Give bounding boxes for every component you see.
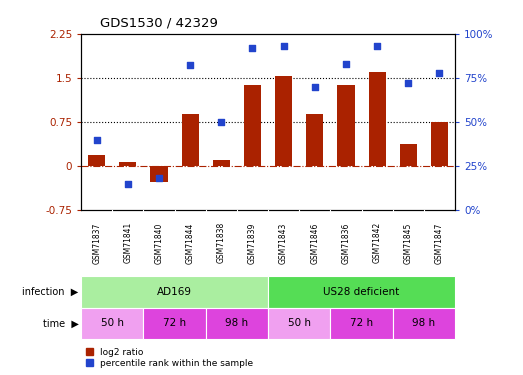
Point xyxy=(404,80,413,86)
Text: 72 h: 72 h xyxy=(163,318,186,328)
Bar xyxy=(143,308,206,339)
Text: 72 h: 72 h xyxy=(350,318,373,328)
Text: GSM71844: GSM71844 xyxy=(186,222,195,264)
Text: GSM71843: GSM71843 xyxy=(279,222,288,264)
Point xyxy=(217,119,225,125)
Text: time  ▶: time ▶ xyxy=(42,318,78,328)
Bar xyxy=(206,308,268,339)
Text: 98 h: 98 h xyxy=(225,318,248,328)
Bar xyxy=(400,144,417,166)
Bar xyxy=(431,122,448,166)
Bar xyxy=(244,85,261,166)
Text: GSM71836: GSM71836 xyxy=(342,222,350,264)
Legend: log2 ratio, percentile rank within the sample: log2 ratio, percentile rank within the s… xyxy=(86,348,253,368)
Bar xyxy=(337,85,355,166)
Text: GDS1530 / 42329: GDS1530 / 42329 xyxy=(100,17,218,30)
Bar xyxy=(393,308,455,339)
Point xyxy=(311,84,319,90)
Bar xyxy=(213,160,230,166)
Bar xyxy=(275,76,292,166)
Bar xyxy=(268,308,331,339)
Text: GSM71841: GSM71841 xyxy=(123,222,132,263)
Point xyxy=(186,63,195,69)
Point xyxy=(123,181,132,187)
Bar xyxy=(81,308,143,339)
Bar xyxy=(369,72,385,166)
Text: 50 h: 50 h xyxy=(101,318,124,328)
Bar xyxy=(331,308,393,339)
Text: GSM71846: GSM71846 xyxy=(310,222,319,264)
Bar xyxy=(306,114,323,166)
Text: 98 h: 98 h xyxy=(412,318,436,328)
Text: GSM71838: GSM71838 xyxy=(217,222,226,263)
Point xyxy=(279,43,288,49)
Text: GSM71847: GSM71847 xyxy=(435,222,444,264)
Text: US28 deficient: US28 deficient xyxy=(323,286,400,297)
Text: 50 h: 50 h xyxy=(288,318,311,328)
Bar xyxy=(88,155,105,166)
Text: GSM71839: GSM71839 xyxy=(248,222,257,264)
Point xyxy=(435,69,444,75)
Bar xyxy=(181,114,199,166)
Bar xyxy=(268,276,455,308)
Point xyxy=(155,175,163,181)
Point xyxy=(93,136,101,142)
Bar xyxy=(81,276,268,308)
Text: GSM71840: GSM71840 xyxy=(154,222,164,264)
Bar xyxy=(151,166,167,182)
Text: GSM71842: GSM71842 xyxy=(372,222,382,263)
Text: GSM71845: GSM71845 xyxy=(404,222,413,264)
Point xyxy=(248,45,257,51)
Point xyxy=(373,43,381,49)
Point xyxy=(342,61,350,67)
Text: GSM71837: GSM71837 xyxy=(92,222,101,264)
Text: AD169: AD169 xyxy=(157,286,192,297)
Bar xyxy=(119,162,137,166)
Text: infection  ▶: infection ▶ xyxy=(22,286,78,297)
